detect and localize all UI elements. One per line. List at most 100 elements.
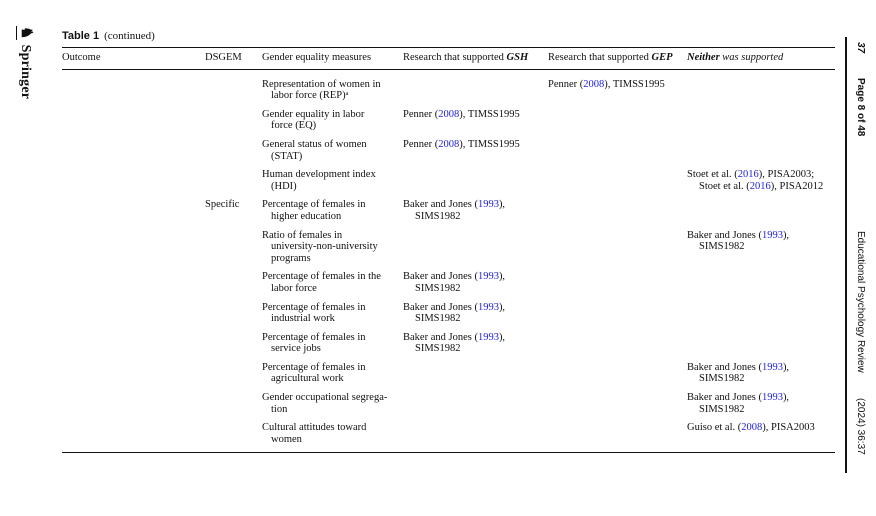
table-row: Percentage of females in service jobs Bak… xyxy=(62,332,835,362)
neither-cell-text: Baker and Jones (1993), SIMS1982 xyxy=(687,392,790,415)
citation-link[interactable]: 2016 xyxy=(749,180,771,192)
outcome-cell xyxy=(62,422,205,453)
measure-cell: Gender occupational segrega- tion xyxy=(262,392,403,422)
column-header: Research that supported GSH xyxy=(403,47,548,70)
gsh-cell-text: Penner (2008), TIMSS1995 xyxy=(403,138,520,150)
neither-cell: Stoet et al. (2016), PISA2003; Stoet et … xyxy=(687,169,835,199)
column-header: Outcome xyxy=(62,47,205,70)
gsh-cell xyxy=(403,69,548,109)
gsh-cell xyxy=(403,392,548,422)
measure-cell: Percentage of females in agricultural wo… xyxy=(262,362,403,392)
citation-link[interactable]: 1993 xyxy=(477,199,499,211)
table-title-note: (continued) xyxy=(104,30,155,42)
table-container: Table 1 (continued) Outcome DSGEM Gender eq… xyxy=(62,30,835,454)
dsgem-cell xyxy=(205,332,262,362)
measure-cell: Percentage of females in industrial work xyxy=(262,302,403,332)
gep-cell-text: Penner (2008), TIMSS1995 xyxy=(548,78,665,90)
table-row: Cultural attitudes toward women Guiso et … xyxy=(62,422,835,453)
neither-cell xyxy=(687,139,835,169)
gep-cell xyxy=(548,392,687,422)
measure-cell-text: Representation of women in labor force (… xyxy=(262,78,381,102)
neither-cell: Baker and Jones (1993), SIMS1982 xyxy=(687,362,835,392)
neither-cell-text: Stoet et al. (2016), PISA2003; Stoet et … xyxy=(687,169,824,192)
citation-link[interactable]: 2008 xyxy=(438,138,460,150)
outcome-cell xyxy=(62,169,205,199)
neither-cell xyxy=(687,332,835,362)
citation-link[interactable]: 1993 xyxy=(477,301,499,313)
table-row: Specific Percentage of females in higher … xyxy=(62,199,835,229)
outcome-cell xyxy=(62,230,205,272)
table-title: Table 1 xyxy=(62,30,100,42)
gep-cell xyxy=(548,109,687,139)
neither-cell: Baker and Jones (1993), SIMS1982 xyxy=(687,230,835,272)
neither-cell-text: Baker and Jones (1993), SIMS1982 xyxy=(687,229,790,253)
dsgem-cell xyxy=(205,169,262,199)
gep-cell xyxy=(548,271,687,301)
outcome-cell xyxy=(62,139,205,169)
gep-cell xyxy=(548,422,687,453)
journal-name: Educational Psychology Review xyxy=(855,231,866,373)
gsh-cell xyxy=(403,169,548,199)
gep-cell xyxy=(548,302,687,332)
gsh-cell-text: Baker and Jones (1993), SIMS1982 xyxy=(403,331,506,355)
outcome-cell xyxy=(62,199,205,229)
outcome-cell xyxy=(62,109,205,139)
citation-link[interactable]: 1993 xyxy=(761,229,783,241)
gep-cell xyxy=(548,362,687,392)
outcome-cell xyxy=(62,332,205,362)
measure-cell: General status of women (STAT) xyxy=(262,139,403,169)
issue-info: (2024) 36:37 xyxy=(855,398,866,455)
dsgem-cell: Specific xyxy=(205,199,262,229)
gsh-cell-text: Penner (2008), TIMSS1995 xyxy=(403,108,520,120)
margin-divider xyxy=(845,37,847,473)
column-header: Neither was supported xyxy=(687,47,835,70)
measure-cell: Gender equality in labor force (EQ) xyxy=(262,109,403,139)
gsh-cell xyxy=(403,422,548,453)
table-header-row: Outcome DSGEM Gender equality measures Rese… xyxy=(62,47,835,70)
measure-cell: Representation of women in labor force (… xyxy=(262,69,403,109)
outcome-cell xyxy=(62,362,205,392)
citation-link[interactable]: 1993 xyxy=(761,361,783,373)
gsh-cell: Baker and Jones (1993), SIMS1982 xyxy=(403,302,548,332)
gep-cell xyxy=(548,332,687,362)
dsgem-cell xyxy=(205,139,262,169)
measure-cell-text: Human development index (HDI) xyxy=(262,169,376,192)
neither-cell-text: Baker and Jones (1993), SIMS1982 xyxy=(687,361,790,385)
measure-cell: Human development index (HDI) xyxy=(262,169,403,199)
column-header: DSGEM xyxy=(205,47,262,70)
citation-link[interactable]: 1993 xyxy=(761,392,783,404)
citation-link[interactable]: 2008 xyxy=(438,108,460,120)
measure-cell: Cultural attitudes toward women xyxy=(262,422,403,453)
table-row: Gender equality in labor force (EQ) Penne… xyxy=(62,109,835,139)
neither-cell: Guiso et al. (2008), PISA2003 xyxy=(687,422,835,453)
citation-link[interactable]: 2016 xyxy=(737,169,759,181)
gsh-cell: Penner (2008), TIMSS1995 xyxy=(403,139,548,169)
citation-link[interactable]: 2008 xyxy=(583,78,605,90)
measure-cell-text: Percentage of females in service jobs xyxy=(262,331,366,355)
citation-link[interactable]: 1993 xyxy=(477,331,499,343)
table-row: Percentage of females in agricultural wo… xyxy=(62,362,835,392)
neither-cell xyxy=(687,199,835,229)
springer-logo: ♞ Springer xyxy=(12,26,38,126)
gsh-cell: Baker and Jones (1993), SIMS1982 xyxy=(403,332,548,362)
springer-wordmark: Springer xyxy=(18,44,33,100)
table-row: Representation of women in labor force (… xyxy=(62,69,835,109)
gep-cell: Penner (2008), TIMSS1995 xyxy=(548,69,687,109)
dsgem-cell xyxy=(205,230,262,272)
citation-link[interactable]: 1993 xyxy=(477,271,499,283)
measure-cell-text: Cultural attitudes toward women xyxy=(262,422,367,445)
gsh-cell: Baker and Jones (1993), SIMS1982 xyxy=(403,271,548,301)
outcome-cell xyxy=(62,302,205,332)
neither-cell xyxy=(687,69,835,109)
page-info: Page 8 of 48 xyxy=(855,78,866,137)
table-row: Percentage of females in industrial work… xyxy=(62,302,835,332)
gsh-cell-text: Baker and Jones (1993), SIMS1982 xyxy=(403,301,506,325)
measure-cell: Percentage of females in higher educatio… xyxy=(262,199,403,229)
table-row: Percentage of females in the labor force… xyxy=(62,271,835,301)
gsh-cell xyxy=(403,362,548,392)
table-row: General status of women (STAT) Penner (20… xyxy=(62,139,835,169)
citation-link[interactable]: 2008 xyxy=(741,422,763,434)
article-number: 37 xyxy=(855,42,866,54)
dsgem-cell-text: Specific xyxy=(205,199,240,211)
